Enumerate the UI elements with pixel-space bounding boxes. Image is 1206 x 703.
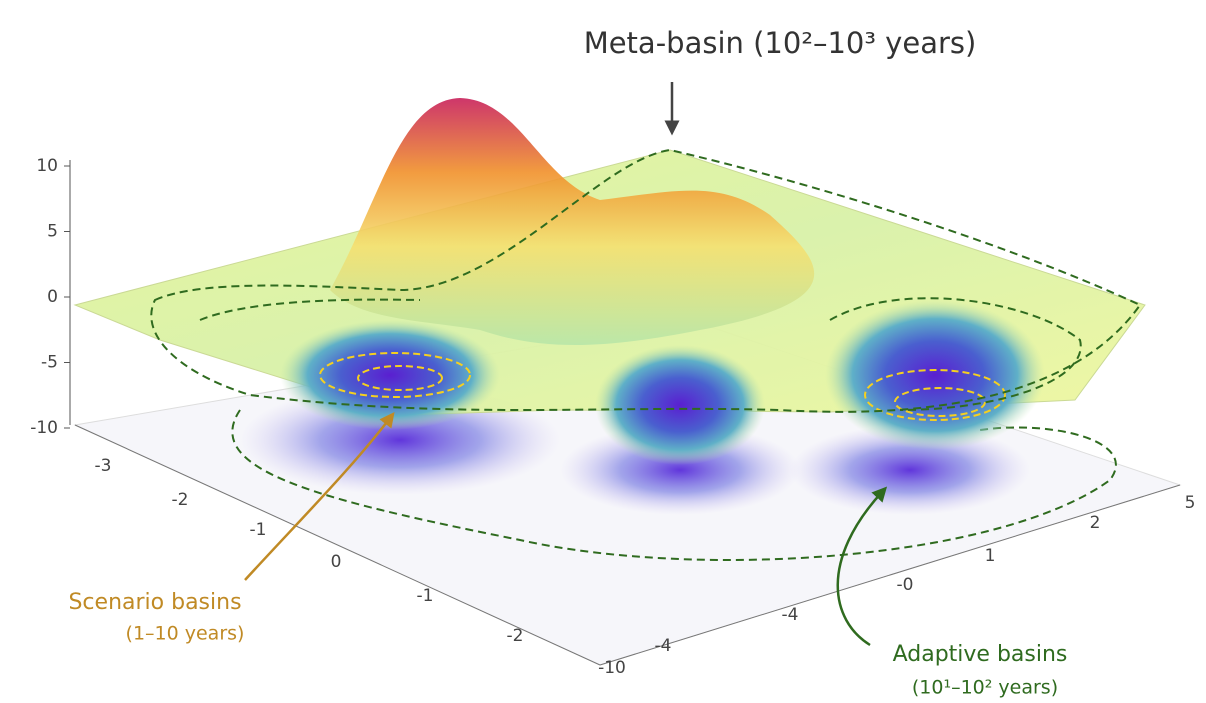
x-tick-label: -1: [417, 586, 434, 606]
z-tick-label: -10: [30, 418, 58, 438]
y-tick-label: 2: [1090, 513, 1101, 533]
z-tick-label: 0: [47, 287, 58, 307]
adaptive-range: (10¹–10² years): [912, 677, 1058, 699]
y-tick-label: -0: [897, 575, 914, 595]
arrows: [244, 82, 888, 647]
corner-tick: -10: [598, 658, 626, 678]
surface: [73, 98, 1146, 465]
scenario-label: Scenario basins: [68, 590, 241, 615]
scenario-range: (1–10 years): [126, 623, 245, 645]
y-tick-label: 5: [1185, 493, 1196, 513]
axes: [69, 160, 1181, 666]
x-tick-label: -3: [95, 456, 112, 476]
z-tick-label: 10: [36, 156, 58, 176]
x-tick-label: -2: [507, 626, 524, 646]
y-tick-label: 1: [985, 546, 996, 566]
z-tick-label: -5: [41, 353, 58, 373]
title: Meta-basin (10²–10³ years): [584, 26, 977, 60]
z-tick-label: 5: [47, 222, 58, 242]
adaptive-label: Adaptive basins: [893, 642, 1068, 667]
y-tick-label: -4: [782, 605, 799, 625]
x-tick-label: 0: [331, 552, 342, 572]
x-tick-label: -1: [250, 520, 267, 540]
y-tick-label: -4: [655, 636, 672, 656]
x-tick-label: -2: [172, 490, 189, 510]
